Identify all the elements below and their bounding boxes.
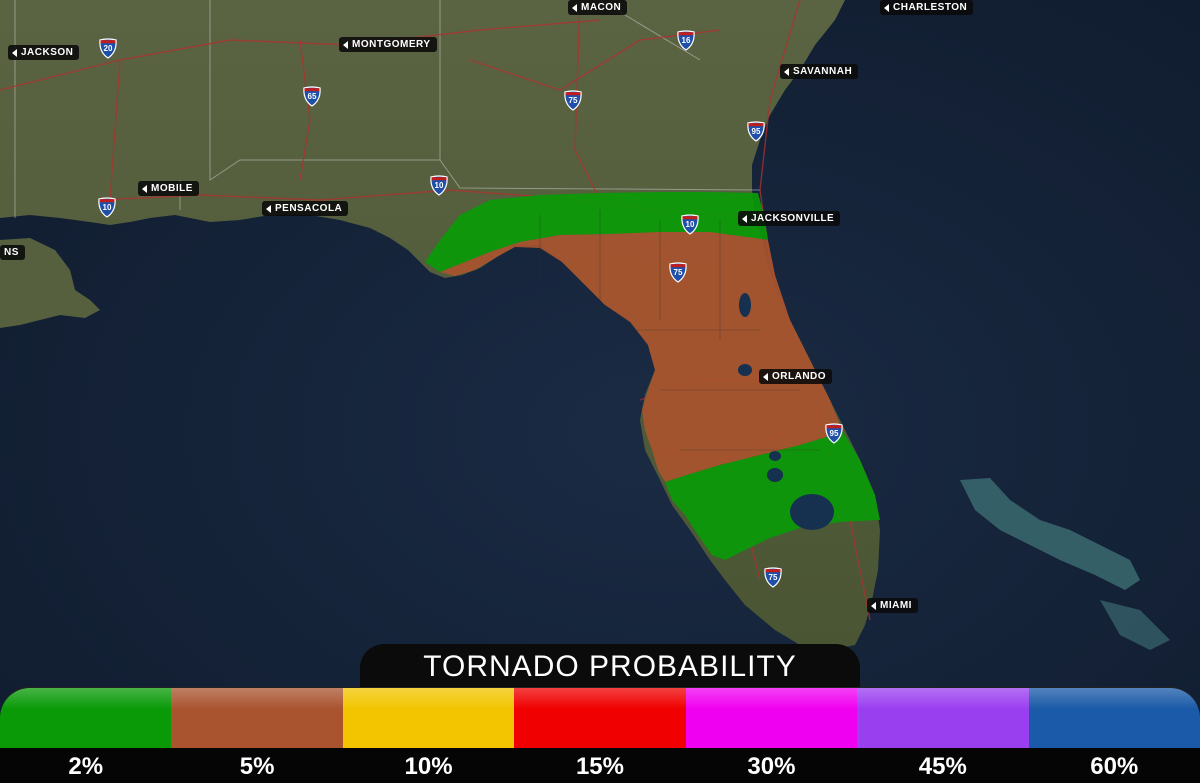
city-label-pensacola: PENSACOLA bbox=[262, 201, 349, 216]
legend-title: TORNADO PROBABILITY bbox=[360, 644, 860, 688]
pointer-icon bbox=[784, 67, 789, 76]
city-label-jacksonville: JACKSONVILLE bbox=[738, 211, 841, 226]
legend-swatch-45pct bbox=[857, 688, 1029, 748]
pointer-icon bbox=[572, 3, 577, 12]
interstate-shield-icon: 16 bbox=[676, 30, 696, 51]
risk-area-2pct-south bbox=[665, 432, 880, 560]
state-borders bbox=[14, 0, 761, 218]
land-mass bbox=[0, 0, 880, 650]
lake bbox=[767, 468, 783, 482]
pointer-icon bbox=[871, 601, 876, 610]
city-label-savannah: SAVANNAH bbox=[780, 64, 859, 79]
legend-swatch-60pct bbox=[1028, 688, 1200, 748]
delta bbox=[0, 238, 100, 328]
legend-labels: 2% 5% 10% 15% 30% 45% 60% bbox=[0, 748, 1200, 783]
pointer-icon bbox=[884, 3, 889, 12]
interstate-shield-icon: 75 bbox=[763, 567, 783, 588]
city-label-jackson: JACKSON bbox=[8, 45, 80, 60]
interstate-shield-icon: 10 bbox=[680, 214, 700, 235]
risk-area-2pct-north bbox=[425, 192, 768, 272]
city-label-charleston: CHARLESTON bbox=[880, 0, 974, 15]
interstate-shield-icon: 65 bbox=[302, 86, 322, 107]
bahamas-south bbox=[1100, 600, 1170, 650]
legend-label-2pct: 2% bbox=[68, 753, 104, 780]
interstate-shield-icon: 75 bbox=[668, 262, 688, 283]
legend-label-10pct: 10% bbox=[404, 753, 453, 780]
interstate-shield-icon: 75 bbox=[563, 90, 583, 111]
city-label-montgomery: MONTGOMERY bbox=[339, 37, 437, 52]
legend-label-60pct: 60% bbox=[1090, 753, 1139, 780]
legend-label-15pct: 15% bbox=[575, 753, 624, 780]
interstate-shield-icon: 95 bbox=[824, 423, 844, 444]
bahamas bbox=[960, 478, 1140, 590]
city-label-new-orleans: NS bbox=[0, 245, 25, 260]
interstate-shield-icon: 10 bbox=[97, 197, 117, 218]
city-label-orlando: ORLANDO bbox=[759, 369, 833, 384]
legend-swatch-5pct bbox=[171, 688, 343, 748]
pointer-icon bbox=[343, 40, 348, 49]
lake bbox=[739, 293, 751, 317]
legend-label-5pct: 5% bbox=[239, 753, 275, 780]
pointer-icon bbox=[142, 184, 147, 193]
interstate-shield-icon: 95 bbox=[746, 121, 766, 142]
pointer-icon bbox=[266, 204, 271, 213]
city-label-miami: MIAMI bbox=[867, 598, 918, 613]
legend-swatch-10pct bbox=[342, 688, 515, 748]
legend-label-45pct: 45% bbox=[918, 753, 967, 780]
interstate-shield-icon: 10 bbox=[429, 175, 449, 196]
legend-swatch-30pct bbox=[685, 688, 858, 748]
legend-swatch-2pct bbox=[0, 688, 172, 748]
lake bbox=[738, 364, 752, 376]
city-label-macon: MACON bbox=[568, 0, 628, 15]
pointer-icon bbox=[742, 214, 747, 223]
interstate-shield-icon: 20 bbox=[98, 38, 118, 59]
city-label-mobile: MOBILE bbox=[138, 181, 199, 196]
legend-color-bar bbox=[0, 688, 1200, 748]
pointer-icon bbox=[763, 372, 768, 381]
legend-swatch-15pct bbox=[514, 688, 686, 748]
lake bbox=[769, 451, 781, 461]
county-lines bbox=[539, 210, 820, 451]
lake-okeechobee bbox=[790, 494, 834, 530]
pointer-icon bbox=[12, 48, 17, 57]
legend-label-30pct: 30% bbox=[747, 753, 796, 780]
